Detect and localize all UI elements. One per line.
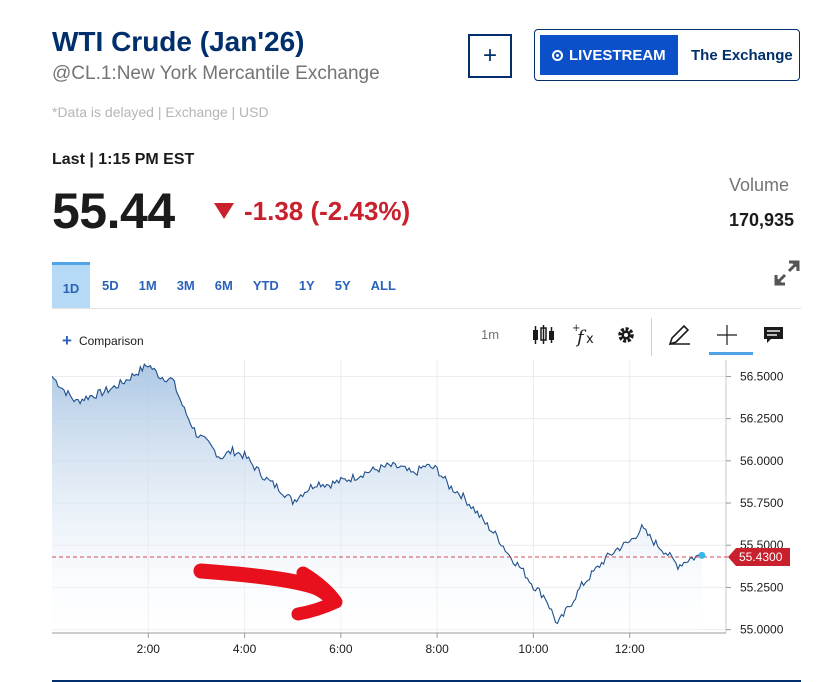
range-tab-all[interactable]: ALL	[370, 277, 396, 293]
last-value-label: 55.4300	[739, 550, 783, 564]
y-tick-label: 56.5000	[740, 369, 784, 383]
plus-icon: +	[62, 331, 72, 350]
function-icon[interactable]: + f x	[571, 322, 597, 348]
svg-text:+: +	[572, 323, 580, 334]
range-tab-1y[interactable]: 1Y	[298, 277, 315, 293]
x-tick-label: 12:00	[615, 642, 645, 656]
toolbar-separator	[651, 318, 652, 356]
volume-value: 170,935	[729, 210, 795, 230]
down-arrow-icon	[214, 203, 234, 219]
last-trade-label: Last | 1:15 PM EST	[52, 151, 195, 168]
range-tab-1d[interactable]: 1D	[52, 262, 90, 308]
volume-label: Volume	[729, 175, 790, 195]
candlestick-icon[interactable]	[530, 322, 556, 348]
y-tick-label: 56.2500	[740, 412, 784, 426]
range-tabs: 1D 5D 1M 3M 6M YTD 1Y 5Y ALL	[52, 262, 404, 308]
y-tick-label: 55.0000	[740, 623, 784, 637]
add-to-watchlist-button[interactable]: +	[468, 34, 512, 78]
price-line	[51, 363, 703, 625]
expand-icon[interactable]	[772, 258, 802, 288]
y-tick-label: 56.0000	[740, 454, 784, 468]
x-tick-label: 10:00	[518, 642, 548, 656]
svg-text:x: x	[586, 332, 594, 347]
range-tab-1m[interactable]: 1M	[138, 277, 157, 293]
livestream-label: LIVESTREAM	[569, 46, 666, 64]
interval-selector[interactable]: 1m	[481, 327, 500, 342]
price-area-fill	[52, 364, 702, 633]
annotation-arrow-head	[291, 566, 343, 621]
pencil-icon[interactable]	[666, 322, 692, 348]
x-tick-label: 8:00	[425, 642, 449, 656]
comparison-button[interactable]: + Comparison	[62, 331, 144, 351]
range-tab-3m[interactable]: 3M	[176, 277, 195, 293]
livestream-group: LIVESTREAM The Exchange	[534, 29, 800, 81]
x-tick-label: 4:00	[233, 642, 257, 656]
exchange-subtitle: @CL.1:New York Mercantile Exchange	[52, 63, 380, 84]
toolbar-divider	[52, 308, 801, 309]
chart-bottom-border	[52, 680, 801, 682]
comparison-label: Comparison	[78, 334, 144, 348]
livestream-button[interactable]: LIVESTREAM	[540, 35, 678, 75]
range-tab-ytd[interactable]: YTD	[252, 277, 279, 293]
active-tool-indicator	[709, 352, 753, 355]
settings-icon[interactable]	[613, 322, 639, 348]
live-dot-icon	[552, 49, 563, 61]
last-value-badge	[728, 548, 790, 567]
y-tick-label: 55.7500	[740, 496, 784, 510]
x-tick-label: 2:00	[137, 642, 161, 656]
delay-note: *Data is delayed | Exchange | USD	[52, 104, 269, 120]
comment-icon[interactable]	[761, 322, 787, 348]
crosshair-icon[interactable]	[714, 322, 740, 348]
y-tick-label: 55.2500	[740, 580, 784, 594]
x-tick-label: 6:00	[329, 642, 353, 656]
the-exchange-link[interactable]: The Exchange	[691, 46, 793, 64]
price-chart[interactable]: 56.500056.250056.000055.750055.500055.25…	[0, 360, 831, 680]
last-price: 55.44	[52, 183, 175, 239]
range-tab-6m[interactable]: 6M	[214, 277, 233, 293]
range-tab-5y[interactable]: 5Y	[334, 277, 351, 293]
page-title: WTI Crude (Jan'26)	[52, 26, 305, 57]
last-point-marker	[698, 551, 706, 559]
range-tab-5d[interactable]: 5D	[102, 277, 119, 293]
price-change: -1.38 (-2.43%)	[244, 196, 411, 226]
